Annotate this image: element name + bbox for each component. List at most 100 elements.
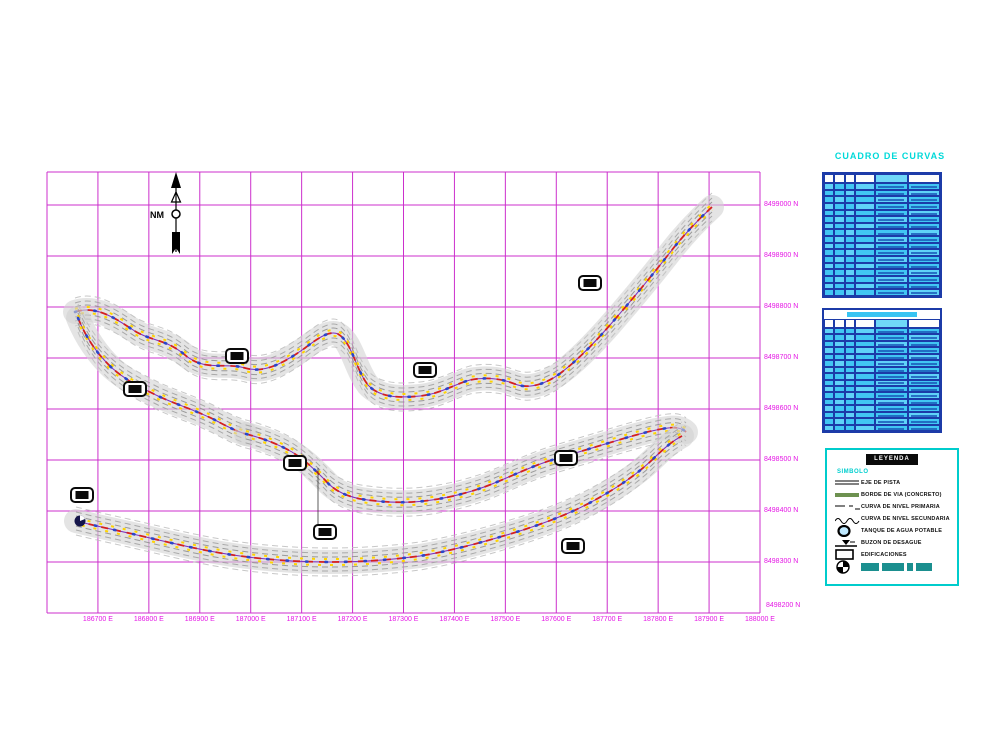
table-cell (834, 353, 845, 361)
table-header-cell (834, 319, 845, 328)
easting-label: 187700 E (592, 616, 623, 623)
table-cell (907, 269, 940, 276)
table-row (824, 183, 940, 190)
table-cell (875, 366, 908, 374)
table-cell (875, 249, 908, 257)
legend-item: EDIFICACIONES (831, 549, 953, 561)
table-cell (834, 236, 845, 243)
table-cell (824, 196, 835, 203)
table-cell (834, 328, 845, 335)
table-cell (834, 229, 845, 237)
table-cell (834, 189, 845, 197)
table-cell (855, 269, 876, 276)
table-cell (824, 249, 835, 257)
table-cell (875, 262, 908, 270)
table-cell (855, 222, 876, 230)
table-cell (907, 424, 940, 431)
legend-item: CURVA DE NIVEL SECUNDARIA (831, 513, 953, 525)
table-cell (834, 216, 845, 223)
table-cell (855, 379, 876, 386)
table-cell (855, 418, 876, 425)
table-row (824, 353, 940, 361)
table-cell (824, 340, 835, 348)
table-cell (834, 242, 845, 250)
northing-label: 8498300 N (764, 558, 799, 565)
table-row (824, 289, 940, 296)
table-cell (834, 411, 845, 419)
table-cell (907, 189, 940, 197)
legend-item-label: EDIFICACIONES (861, 552, 907, 558)
table-row (824, 398, 940, 406)
culvert-symbol (70, 487, 94, 503)
table-row (824, 209, 940, 217)
table-cell (875, 392, 908, 399)
legend-item-label: CURVA DE NIVEL SECUNDARIA (861, 516, 950, 522)
table-cell (907, 222, 940, 230)
table-cell (844, 289, 856, 296)
easting-label: 187600 E (541, 616, 572, 623)
table-cell (844, 392, 856, 399)
table-row (824, 189, 940, 197)
table-row (824, 262, 940, 270)
northing-label: 8499000 N (764, 201, 799, 208)
table-cell (834, 209, 845, 217)
table-cell (824, 222, 835, 230)
baden-icon (831, 538, 861, 548)
table-cell (834, 222, 845, 230)
legend-scale-blocks (861, 563, 932, 571)
double-line-icon (831, 478, 861, 488)
table-cell (834, 196, 845, 203)
table-cell (907, 282, 940, 290)
table-cell (875, 340, 908, 348)
table-cell (875, 216, 908, 223)
table-cell (824, 347, 835, 354)
table-cell (824, 209, 835, 217)
table-title-strip (824, 310, 940, 319)
table-cell (907, 256, 940, 263)
table-cell (907, 196, 940, 203)
table-cell (907, 216, 940, 223)
easting-label: 186700 E (82, 616, 113, 623)
table-cell (855, 189, 876, 197)
globe-icon (831, 560, 861, 574)
easting-label: 187500 E (490, 616, 521, 623)
table-cell (844, 379, 856, 386)
table-cell (875, 328, 908, 335)
table-cell (834, 373, 845, 380)
table-cell (824, 392, 835, 399)
north-arrow: NM (150, 172, 182, 254)
table-cell (834, 424, 845, 431)
table-cell (875, 236, 908, 243)
table-row (824, 256, 940, 263)
legend-item: TANQUE DE AGUA POTABLE (831, 525, 953, 537)
table-cell (875, 418, 908, 425)
legend-subtitle: SIMBOLO (837, 469, 869, 475)
easting-label: 188000 E (745, 616, 775, 623)
table-cell (824, 373, 835, 380)
table-cell (907, 405, 940, 412)
easting-label: 186900 E (184, 616, 215, 623)
table-cell (855, 202, 876, 210)
table-cell (875, 196, 908, 203)
table-row (824, 216, 940, 223)
table-cell (844, 189, 856, 197)
legend-item-label: EJE DE PISTA (861, 480, 901, 486)
table-cell (875, 202, 908, 210)
table-cell (844, 196, 856, 203)
table-header-row (824, 174, 940, 183)
table-header-cell (855, 319, 876, 328)
table-cell (855, 334, 876, 341)
table-cell (855, 262, 876, 270)
table-cell (855, 385, 876, 393)
table-cell (834, 269, 845, 276)
table-header-cell (855, 174, 876, 183)
table-cell (907, 392, 940, 399)
table-cell (907, 353, 940, 361)
northing-label: 8498900 N (764, 252, 799, 259)
ellipse-icon (831, 525, 861, 537)
table-cell (824, 424, 835, 431)
wavy-line-icon (831, 514, 861, 524)
table-cell (844, 222, 856, 230)
